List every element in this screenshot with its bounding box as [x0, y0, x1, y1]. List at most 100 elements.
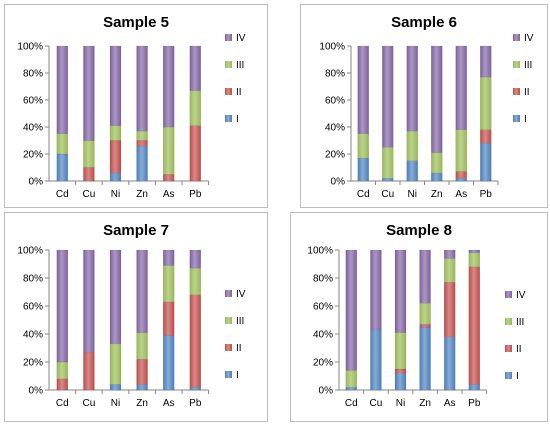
- chart-panel-sample-7: Sample 7 0% 20% 40% 60% 80% 100% Cd Cu Ni Zn As Pb IV…: [4, 212, 268, 422]
- y-tick-label: 40%: [313, 330, 333, 341]
- bar-segment-cd-iii: [56, 133, 69, 155]
- bar-segment-cu-ii: [83, 167, 95, 182]
- bar-segment-cd-i: [357, 157, 369, 182]
- x-tick-label: Zn: [431, 189, 443, 200]
- legend-label-ii: II: [516, 344, 522, 355]
- bar-segment-cd-i: [345, 386, 358, 391]
- bar-segment-ni-iv: [109, 249, 122, 345]
- y-tick-label: 100%: [307, 246, 333, 257]
- legend-swatch-i: [225, 115, 232, 122]
- bar-segment-as-i: [443, 336, 456, 391]
- bar-segment-as-ii: [162, 301, 175, 336]
- bar-segment-cu-ii: [83, 351, 95, 391]
- bar-segment-pb-i: [480, 142, 492, 182]
- bar-segment-zn-iii: [431, 152, 443, 174]
- legend-label-iv: IV: [524, 33, 534, 44]
- legend-label-iii: III: [236, 316, 244, 327]
- x-tick-label: Ni: [396, 398, 405, 409]
- legend-swatch-iv: [505, 291, 512, 298]
- legend-label-i: I: [236, 114, 239, 125]
- legend-swatch-i: [225, 371, 232, 378]
- bar-segment-cu-i: [370, 329, 382, 391]
- bar-segment-as-ii: [443, 281, 456, 338]
- bar-segment-ni-ii: [394, 368, 407, 374]
- x-tick-label: Cd: [56, 398, 69, 409]
- x-tick-label: Pb: [189, 189, 202, 200]
- chart-panel-sample-5: Sample 5 0% 20% 40% 60% 80% 100% Cd Cu Ni Zn As Pb IV…: [4, 4, 268, 208]
- chart-title: Sample 6: [391, 14, 457, 31]
- bar-segment-as-iii: [162, 265, 175, 303]
- bar-segment-zn-i: [136, 384, 148, 391]
- legend-label-i: I: [516, 371, 519, 382]
- bar-segment-cd-iv: [345, 249, 358, 371]
- y-tick-label: 80%: [325, 69, 345, 80]
- legend-label-ii: II: [236, 343, 242, 354]
- bar-segment-zn-ii: [136, 358, 148, 385]
- x-tick-label: Cd: [345, 398, 358, 409]
- y-tick-label: 20%: [313, 358, 333, 369]
- x-tick-label: Zn: [136, 189, 148, 200]
- bar-segment-ni-i: [109, 172, 122, 182]
- bar-segment-ni-ii: [109, 140, 122, 174]
- legend-label-iv: IV: [236, 33, 246, 44]
- bar-segment-zn-i: [431, 172, 443, 182]
- y-tick-label: 60%: [313, 302, 333, 313]
- y-tick-label: 40%: [325, 123, 345, 134]
- bar-segment-cu-iii: [83, 140, 95, 168]
- bar-segment-pb-iii: [189, 267, 202, 296]
- bar-segment-pb-iii: [480, 76, 492, 130]
- legend-swatch-iii: [505, 318, 512, 325]
- legend-swatch-iv: [225, 34, 232, 41]
- x-tick-label: As: [444, 398, 456, 409]
- chart-title: Sample 5: [103, 14, 169, 31]
- x-tick-label: Zn: [136, 398, 148, 409]
- legend-label-ii: II: [236, 87, 242, 98]
- legend-swatch-i: [505, 372, 512, 379]
- legend-label-ii: II: [524, 87, 530, 98]
- y-tick-label: 60%: [23, 96, 43, 107]
- y-tick-label: 0%: [331, 177, 346, 188]
- x-tick-label: As: [163, 189, 175, 200]
- bar-segment-zn-iv: [431, 45, 443, 153]
- legend-label-iii: III: [524, 60, 532, 71]
- bar-segment-cd-iv: [56, 45, 69, 134]
- legend-swatch-iii: [225, 61, 232, 68]
- bar-segment-cd-iii: [345, 370, 358, 388]
- legend-swatch-ii: [513, 88, 520, 95]
- bar-segment-ni-iii: [406, 130, 418, 162]
- bar-segment-ni-i: [109, 384, 122, 391]
- chart-sample-6: Sample 6 0% 20% 40% 60% 80% 100% Cd Cu Ni Zn As Pb IV…: [319, 14, 534, 200]
- bar-segment-zn-iv: [136, 45, 148, 132]
- bar-segment-as-i: [455, 178, 467, 182]
- bar-segment-pb-iv: [189, 45, 202, 91]
- x-tick-label: Cu: [83, 189, 96, 200]
- bar-segment-as-iv: [443, 249, 456, 259]
- bar-segment-ni-iv: [406, 45, 418, 132]
- x-tick-label: Pb: [468, 398, 481, 409]
- chart-sample-7: Sample 7 0% 20% 40% 60% 80% 100% Cd Cu Ni Zn As Pb IV…: [17, 222, 246, 409]
- bar-segment-cu-i: [382, 178, 394, 182]
- legend-swatch-iv: [513, 34, 520, 41]
- bar-segment-as-iii: [443, 258, 456, 283]
- bar-segment-zn-i: [419, 326, 431, 391]
- y-tick-label: 100%: [319, 42, 345, 53]
- chart-panel-sample-8: Sample 8 0% 20% 40% 60% 80% 100% Cd Cu Ni Zn As Pb IV…: [290, 212, 548, 422]
- legend-label-iv: IV: [236, 289, 246, 300]
- bar-segment-pb-iv: [189, 249, 202, 269]
- x-tick-label: Pb: [480, 189, 493, 200]
- bar-segment-pb-ii: [468, 266, 481, 385]
- x-tick-label: As: [455, 189, 467, 200]
- bar-segment-pb-i: [468, 384, 481, 391]
- bar-segment-pb-iv: [468, 249, 481, 254]
- bar-segment-as-iii: [455, 129, 467, 172]
- bar-segment-cd-iii: [357, 133, 369, 159]
- chart-sample-8: Sample 8 0% 20% 40% 60% 80% 100% Cd Cu Ni Zn As Pb IV…: [307, 222, 525, 409]
- bar-segment-zn-i: [136, 145, 148, 182]
- legend-label-iii: III: [516, 317, 524, 328]
- x-tick-label: Ni: [408, 189, 417, 200]
- bar-segment-cd-iv: [357, 45, 369, 134]
- bar-segment-zn-iii: [136, 130, 148, 141]
- bar-segment-as-iv: [162, 249, 175, 266]
- y-tick-label: 20%: [23, 150, 43, 161]
- bar-segment-ni-iv: [109, 45, 122, 126]
